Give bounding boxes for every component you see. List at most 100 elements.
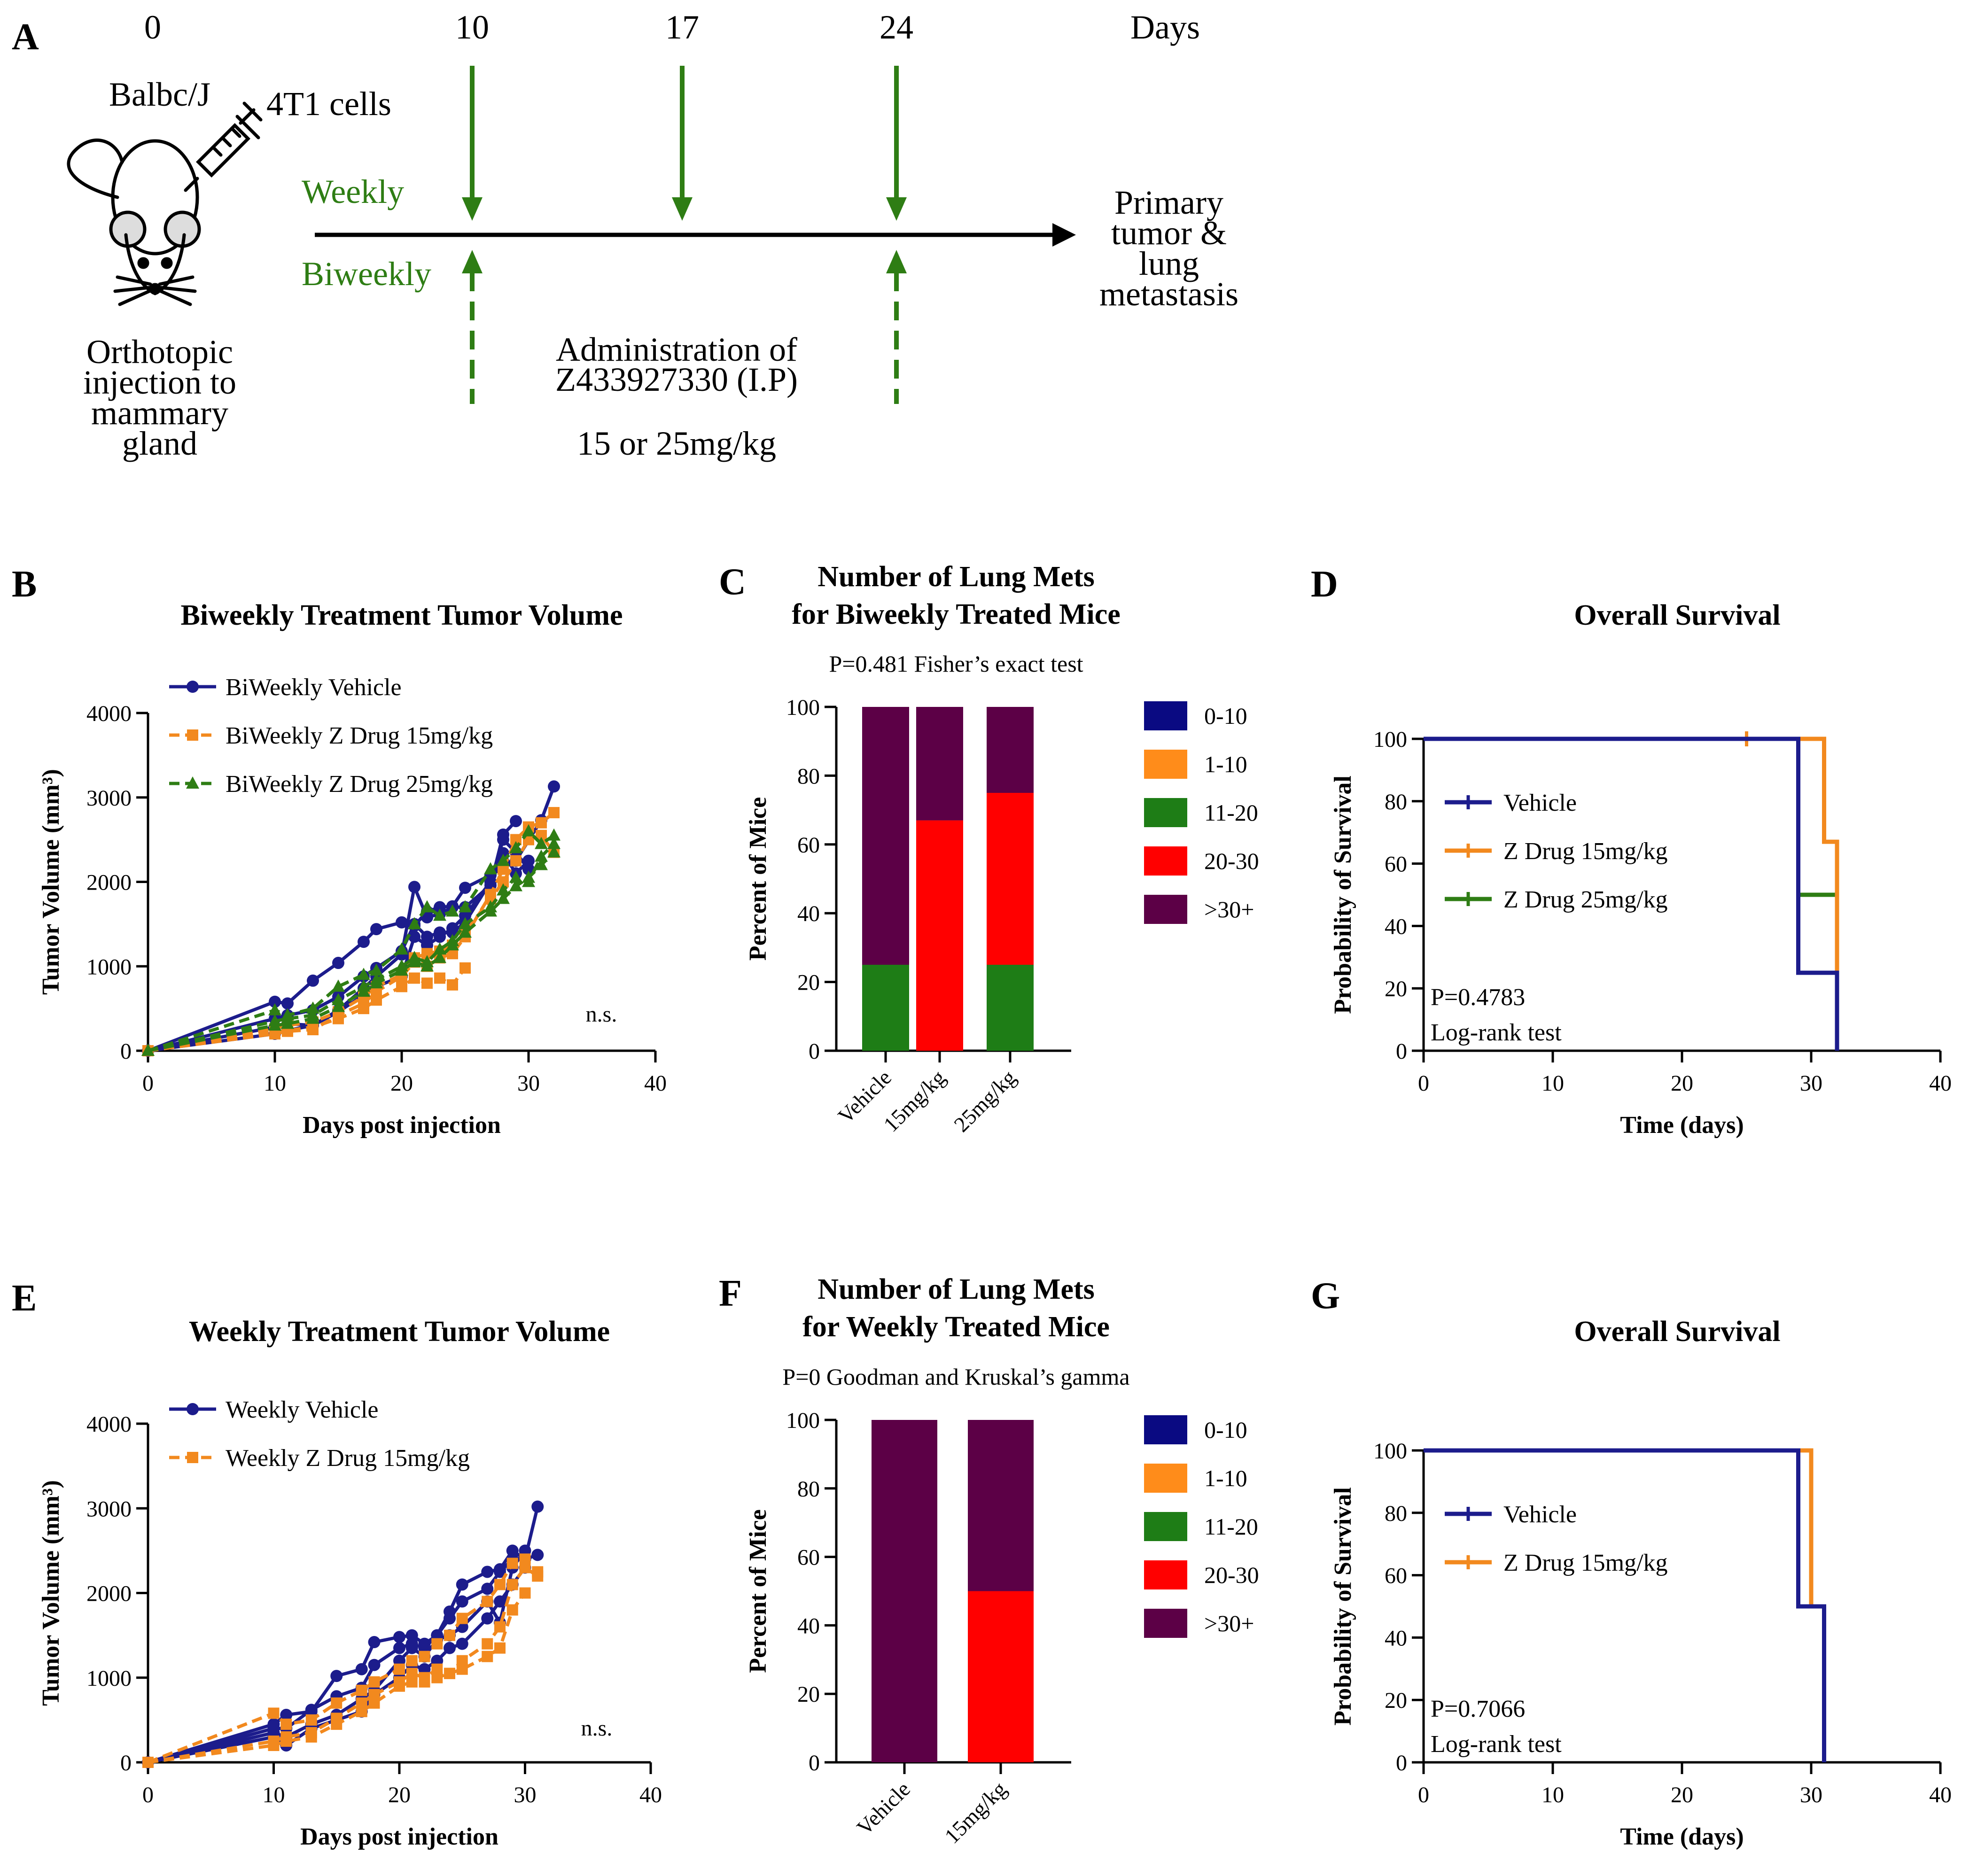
- panel-e-y-tick-label-3000: 3000: [86, 1496, 132, 1521]
- panel-b-series-1-line-1-point-5: [358, 1003, 369, 1015]
- panel-f-x-tick-label-0: Vehicle: [852, 1777, 915, 1840]
- panel-e-x-axis-label: Days post injection: [300, 1823, 498, 1850]
- panel-e-series-1-line-1: [148, 1566, 539, 1764]
- panel-b-series-0-line-3-point-12: [459, 909, 471, 922]
- panel-b-series-2-line-0-point-5: [357, 968, 370, 980]
- panel-b-x-tick-label-10: 10: [264, 1071, 286, 1096]
- panel-e-tumor-volume-chart: E Weekly Treatment Tumor Volume 0 1000 2000 3…: [12, 1278, 662, 1850]
- mouse-strain-label: Balbc/J: [109, 76, 210, 113]
- panel-b-series-0-line-3-point-10: [434, 930, 446, 943]
- panel-f-legend-label-3: 20-30: [1204, 1562, 1259, 1588]
- mouse-icon: [67, 138, 201, 306]
- panel-g-x-tick-label-10: 10: [1542, 1783, 1564, 1807]
- panel-e-series-0-line-3-point-11: [444, 1642, 456, 1654]
- panel-b-series-2-line-2-point-1: [268, 1018, 281, 1031]
- panel-g-legend-label-0: Vehicle: [1503, 1501, 1577, 1528]
- panel-f-legend-swatch-2: [1144, 1512, 1187, 1541]
- panel-g-y-axis-label: Probability of Survival: [1330, 1487, 1356, 1726]
- panel-c-y-axis-label: Percent of Mice: [745, 797, 771, 961]
- panel-c-bar-2-segment-4: [987, 707, 1034, 793]
- panel-e-series-1-line-0-point-15: [506, 1558, 518, 1569]
- panel-e-legend-label-0: Weekly Vehicle: [226, 1396, 379, 1423]
- panel-b-series-2-line-0-point-4: [332, 979, 345, 992]
- panel-f-title-line-1: Number of Lung Mets: [818, 1273, 1095, 1305]
- panel-e-series-1-line-1-point-14: [494, 1621, 506, 1633]
- biweekly-label: Biweekly: [302, 255, 431, 293]
- panel-b-y-tick-label-4000: 4000: [86, 701, 132, 726]
- panel-e-y-axis-label: Tumor Volume (mm³): [38, 1480, 64, 1706]
- endpoint-line-1: Primary: [1114, 184, 1223, 221]
- panel-d-y-tick-label-0: 0: [1396, 1039, 1407, 1064]
- dose-label: 15 or 25mg/kg: [577, 425, 776, 462]
- panel-b-series-2-line-2-point-2: [281, 1016, 294, 1029]
- panel-g-y-tick-label-100: 100: [1373, 1439, 1407, 1464]
- panel-d-x-tick-label-10: 10: [1542, 1071, 1564, 1096]
- panel-b-legend-label-0: BiWeekly Vehicle: [226, 674, 402, 701]
- panel-b-series-1-line-0-point-17: [536, 817, 547, 829]
- panel-g-x-tick-label-0: 0: [1418, 1783, 1429, 1807]
- panel-a-label: A: [12, 16, 39, 58]
- panel-e-series-0-line-0-point-4: [330, 1670, 343, 1682]
- panel-b-series-2-line-2-point-16: [522, 870, 535, 883]
- panel-d-x-tick-label-20: 20: [1671, 1071, 1693, 1096]
- panel-b-series-2: [141, 824, 561, 1056]
- panel-g-x-tick-label-30: 30: [1800, 1783, 1822, 1807]
- panel-e-series-1-line-2-point-11: [444, 1667, 455, 1679]
- panel-b-series-2-line-2-point-15: [509, 879, 522, 891]
- panel-b-series-0-line-0-point-5: [358, 936, 370, 948]
- panel-c-subtitle: P=0.481 Fisher’s exact test: [829, 651, 1083, 677]
- panel-c-legend-swatch-4: [1144, 895, 1187, 924]
- panel-d-label: D: [1311, 564, 1338, 605]
- panel-b-series-0-line-0-point-1: [269, 995, 281, 1008]
- panel-b-legend-label-1: BiWeekly Z Drug 15mg/kg: [226, 722, 493, 749]
- panel-e-series-1-line-0-point-12: [456, 1612, 468, 1624]
- panel-e-series-1-line-0-point-14: [494, 1579, 506, 1590]
- panel-b-series-0: [142, 780, 560, 1057]
- panel-f-bar-0-segment-4: [872, 1420, 937, 1762]
- panel-e-x-tick-label-30: 30: [514, 1783, 537, 1807]
- panel-e-series-1-line-2-point-7: [394, 1680, 405, 1692]
- panel-b-series-2-line-1-point-17: [535, 849, 548, 862]
- panel-b-x-tick-label-0: 0: [142, 1071, 154, 1096]
- panel-e-series-0-line-0-point-5: [355, 1663, 368, 1675]
- panel-e-y-tick-label-4000: 4000: [86, 1412, 132, 1437]
- panel-e-series-1-line-1-point-17: [532, 1570, 544, 1582]
- panel-e-y-tick-label-2000: 2000: [86, 1581, 132, 1606]
- panel-e-legend-marker-0: [187, 1403, 199, 1415]
- panel-c-y-tick-label-40: 40: [797, 901, 820, 926]
- panel-c-legend-label-0: 0-10: [1204, 703, 1247, 729]
- panel-b-x-tick-label-30: 30: [517, 1071, 540, 1096]
- panel-e-series-1-line-0-point-10: [431, 1638, 443, 1650]
- panel-e-series-1-line-2-point-12: [456, 1663, 468, 1675]
- panel-e-series-0-line-2-point-8: [405, 1642, 418, 1654]
- panel-c-legend-swatch-0: [1144, 701, 1187, 730]
- panel-c-title-line-2: for Biweekly Treated Mice: [792, 598, 1121, 630]
- panel-f-legend-swatch-3: [1144, 1560, 1187, 1589]
- panel-e-series-1-line-2-point-4: [331, 1718, 343, 1730]
- panel-b-series-1-line-1-point-7: [396, 981, 407, 992]
- panel-e-series-1-line-2-point-8: [406, 1676, 418, 1688]
- panel-d-y-tick-label-60: 60: [1385, 852, 1407, 877]
- panel-b-series-2-line-2-point-9: [420, 959, 434, 972]
- panel-d-y-tick-label-20: 20: [1385, 977, 1407, 1001]
- panel-e-series-1-line-2-point-15: [506, 1604, 518, 1616]
- panel-f-title-line-2: for Weekly Treated Mice: [802, 1311, 1110, 1343]
- panel-c-bar-2-segment-3: [987, 793, 1034, 965]
- panel-b-series-2-line-1-point-10: [433, 942, 446, 955]
- panel-b-series-2-line-2-point-13: [484, 904, 497, 917]
- panel-b-series-2-line-2-point-3: [306, 1011, 319, 1024]
- day-tick-17: 17: [665, 8, 699, 46]
- panel-e-series-1-line-0-point-13: [482, 1596, 493, 1607]
- panel-c-bar-1-segment-3: [916, 820, 963, 1051]
- panel-e-series-0: [142, 1500, 544, 1768]
- panel-e-series-1-line-2-point-13: [482, 1651, 493, 1662]
- panel-f-y-tick-label-0: 0: [809, 1751, 820, 1775]
- day-tick-24: 24: [880, 8, 913, 46]
- panel-d-y-axis-label: Probability of Survival: [1330, 775, 1356, 1014]
- panel-d-series-0-line: [1424, 736, 1839, 1051]
- panel-d-annotation-line-2: Log-rank test: [1431, 1019, 1562, 1046]
- panel-c-y-tick-label-0: 0: [809, 1039, 820, 1064]
- cells-label: 4T1 cells: [266, 85, 391, 123]
- panel-b-series-0-line-1-point-9: [421, 911, 433, 923]
